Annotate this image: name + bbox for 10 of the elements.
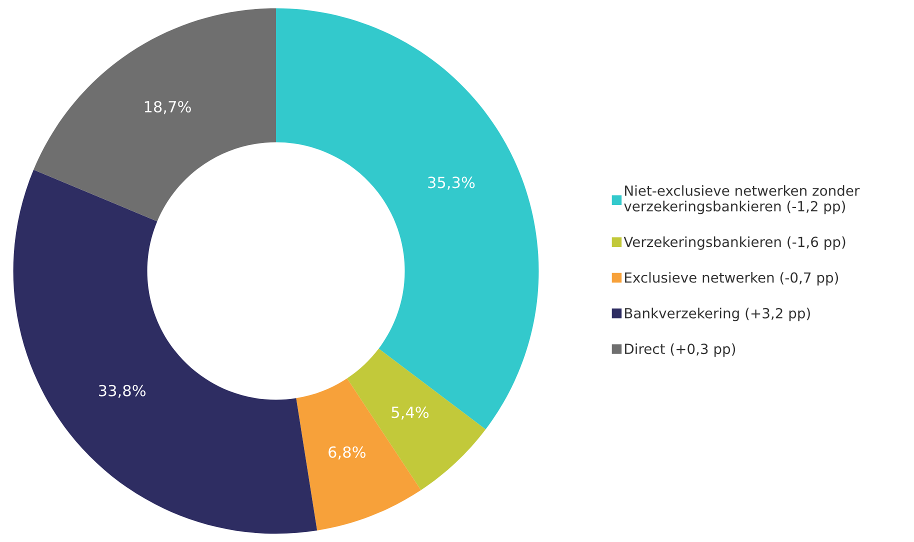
data-label: 18,7% bbox=[144, 100, 191, 114]
data-label: 6,8% bbox=[328, 446, 366, 460]
data-label: 5,4% bbox=[392, 406, 429, 420]
data-label: 35,3% bbox=[428, 176, 475, 190]
legend-label: Direct (+0,3 pp) bbox=[625, 343, 736, 357]
data-label: 33,8% bbox=[98, 384, 146, 398]
legend-label: Verzekeringsbankieren (-1,6 pp) bbox=[624, 236, 846, 250]
legend-label: Niet-exclusieve netwerken zonder verzekeringsbankieren (-1,2 pp) bbox=[624, 185, 860, 214]
legend-label: Bankverzekering (+3,2 pp) bbox=[625, 308, 810, 322]
legend-label: Exclusieve netwerken (-0,7 pp) bbox=[625, 272, 838, 286]
